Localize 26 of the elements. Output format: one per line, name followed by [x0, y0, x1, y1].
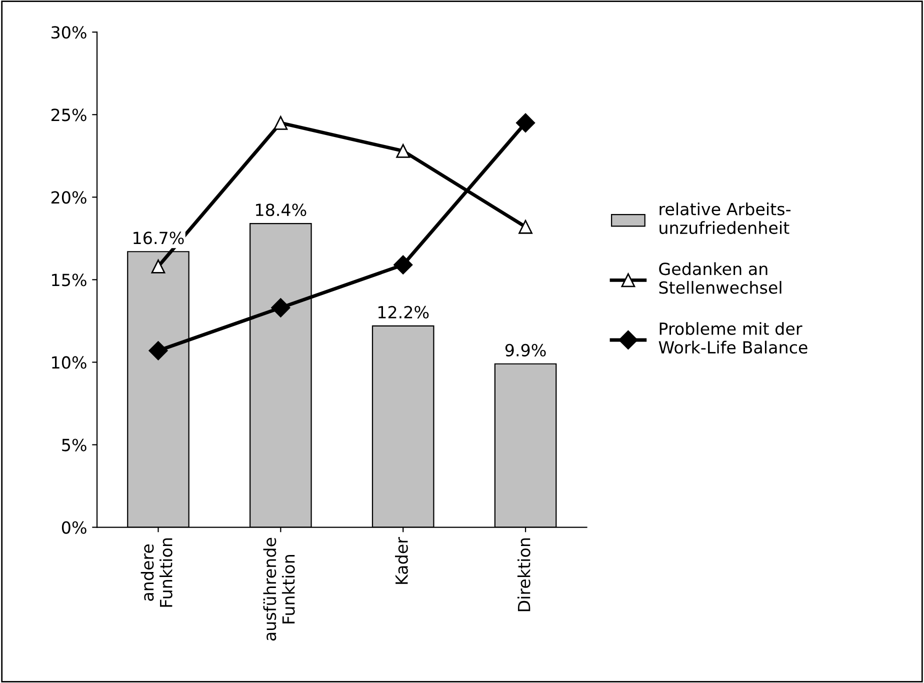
point — [151, 260, 166, 274]
y-tick-label: 5% — [62, 438, 86, 452]
data-label: 16.7% — [134, 232, 184, 244]
x-tick-label: ausführende Funktion — [263, 538, 295, 641]
x-tick-label: Kader — [395, 537, 408, 584]
point — [516, 113, 536, 132]
y-tick-label: 15% — [52, 274, 86, 286]
legend-label: Probleme mit der Work-Life Balance — [658, 322, 808, 354]
legend-label: relative Arbeits- unzufriedenheit — [660, 202, 790, 234]
legend-label: Gedanken an Stellenwechsel — [659, 262, 782, 294]
data-label: 9.9% — [505, 344, 546, 356]
point — [148, 341, 168, 360]
point — [394, 255, 413, 274]
point — [274, 116, 288, 130]
data-label: 18.4% — [256, 204, 306, 216]
y-tick-label: 0% — [62, 521, 86, 534]
point — [518, 220, 532, 234]
x-tick-label: andere Funktion — [140, 538, 172, 607]
point — [271, 298, 290, 318]
y-tick-label: 25% — [51, 108, 86, 122]
y-tick-label: 20% — [51, 191, 86, 204]
y-tick-label: 30% — [52, 26, 86, 39]
data-label: 12.2% — [378, 306, 429, 319]
point — [396, 144, 410, 158]
x-tick-label: Direktion — [517, 538, 530, 612]
y-tick-label: 10% — [52, 356, 86, 369]
